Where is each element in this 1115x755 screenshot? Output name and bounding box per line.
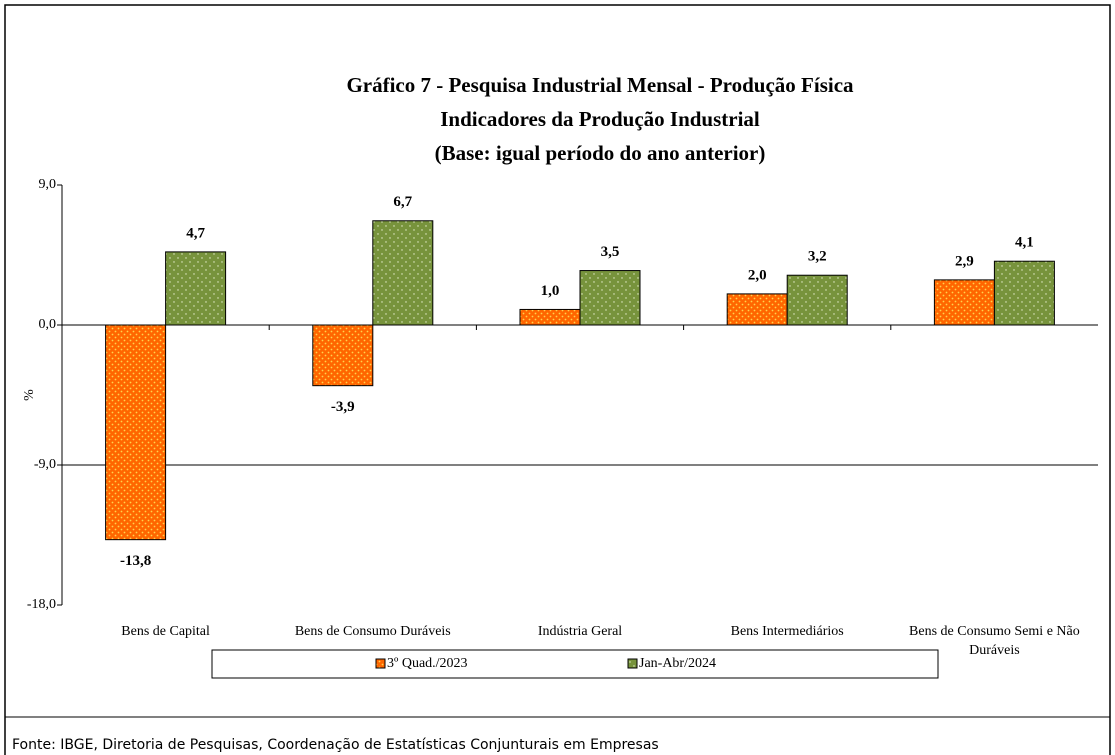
bar xyxy=(933,279,995,326)
bar xyxy=(372,220,434,326)
value-label: 3,2 xyxy=(808,249,827,265)
source: Fonte: IBGE, Diretoria de Pesquisas, Coo… xyxy=(12,737,659,753)
frame xyxy=(4,4,1111,755)
x-tick-label: Indústria Geral xyxy=(538,624,622,639)
bar xyxy=(312,324,374,387)
y-axis-label: % xyxy=(22,389,37,401)
bar xyxy=(105,324,167,541)
x-tick-label: Bens de Capital xyxy=(121,624,210,639)
x-tick-label: Bens Intermediários xyxy=(731,624,844,639)
legend-swatch xyxy=(627,658,638,669)
y-tick-label: 0,0 xyxy=(39,317,57,332)
bar xyxy=(726,293,788,326)
value-label: -13,8 xyxy=(120,553,151,569)
legend-label: 3º Quad./2023 xyxy=(387,656,468,671)
value-label: -3,9 xyxy=(331,399,355,415)
legend xyxy=(211,649,939,679)
x-tick-label: Bens de Consumo Semi e Não Duráveis xyxy=(909,624,1080,658)
y-tick-label: -18,0 xyxy=(27,597,56,612)
y-tick-label: -9,0 xyxy=(34,457,56,472)
bar xyxy=(165,251,227,326)
bar xyxy=(786,274,848,326)
bar xyxy=(993,260,1055,326)
legend-label: Jan-Abr/2024 xyxy=(639,656,716,671)
x-tick-label: Bens de Consumo Duráveis xyxy=(295,624,451,639)
value-label: 3,5 xyxy=(601,244,620,260)
legend-swatch xyxy=(375,658,386,669)
value-label: 2,9 xyxy=(955,253,974,269)
value-label: 1,0 xyxy=(541,283,560,299)
y-tick-label: 9,0 xyxy=(39,177,57,192)
chart-subtitle: (Base: igual período do ano anterior) xyxy=(435,141,766,165)
value-label: 2,0 xyxy=(748,267,767,283)
value-label: 4,1 xyxy=(1015,235,1034,251)
chart-title: Gráfico 7 - Pesquisa Industrial Mensal -… xyxy=(346,73,854,97)
bar xyxy=(579,270,641,326)
value-label: 4,7 xyxy=(186,225,205,241)
value-label: 6,7 xyxy=(393,194,412,210)
bar xyxy=(519,308,581,326)
chart-subtitle: Indicadores da Produção Industrial xyxy=(440,107,760,131)
